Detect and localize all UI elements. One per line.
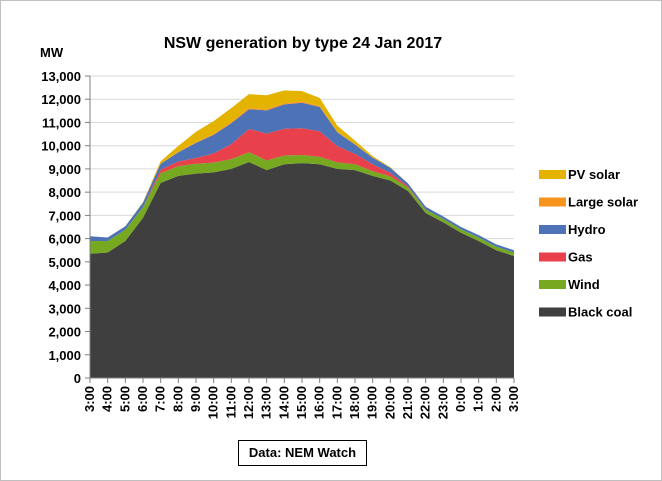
legend-label-hydro: Hydro — [568, 222, 606, 237]
x-tick-label: 19:00 — [365, 386, 380, 419]
x-tick-label: 11:00 — [223, 386, 238, 419]
axes — [85, 75, 515, 383]
x-tick-label: 22:00 — [418, 386, 433, 419]
legend-label-pv-solar: PV solar — [568, 167, 620, 182]
x-tick-label: 5:00 — [117, 386, 132, 412]
x-tick-labels: 3:00 4:00 5:00 6:00 7:00 8:00 9:00 10:00 11:00 12… — [82, 386, 521, 419]
area-gas — [90, 128, 514, 253]
x-tick-label: 3:00 — [506, 386, 521, 412]
y-tick-label: 6,000 — [48, 232, 81, 247]
legend-swatch-wind — [539, 280, 566, 289]
y-tick-label: 7,000 — [48, 208, 81, 223]
y-tick-label: 5,000 — [48, 255, 81, 270]
y-tick-label: 3,000 — [48, 301, 81, 316]
y-tick-label: 12,000 — [41, 92, 81, 107]
x-tick-label: 10:00 — [206, 386, 221, 419]
x-tick-label: 6:00 — [135, 386, 150, 412]
legend-label-large-solar: Large solar — [568, 195, 638, 210]
y-tick-label: 8,000 — [48, 185, 81, 200]
x-tick-label: 0:00 — [453, 386, 468, 412]
y-tick-label: 11,000 — [42, 115, 81, 130]
chart-title: NSW generation by type 24 Jan 2017 — [164, 35, 442, 52]
legend-swatch-large-solar — [539, 197, 566, 207]
x-tick-label: 20:00 — [382, 386, 397, 419]
legend-label-black-coal: Black coal — [568, 305, 632, 320]
x-tick-label: 21:00 — [400, 386, 415, 419]
x-tick-label: 4:00 — [100, 386, 115, 412]
x-tick-label: 15:00 — [294, 386, 309, 419]
x-tick-label: 9:00 — [188, 386, 203, 412]
y-tick-label: 1,000 — [48, 348, 81, 363]
legend-swatch-gas — [539, 252, 566, 262]
x-tick-label: 16:00 — [312, 386, 327, 419]
y-tick-label: 9,000 — [48, 162, 81, 177]
x-tick-label: 18:00 — [347, 386, 362, 419]
y-tick-label: 0 — [74, 371, 81, 386]
y-tick-labels: 0 1,000 2,000 3,000 4,000 5,000 6,000 7,000 8,00… — [41, 69, 81, 386]
y-tick-label: 13,000 — [41, 69, 81, 84]
x-tick-label: 14:00 — [276, 386, 291, 419]
y-axis-unit-label: MW — [40, 45, 64, 60]
x-tick-label: 17:00 — [329, 386, 344, 419]
area-black-coal — [90, 161, 514, 378]
x-tick-label: 7:00 — [153, 386, 168, 412]
x-tick-label: 2:00 — [488, 386, 503, 412]
legend-label-wind: Wind — [568, 277, 600, 292]
stacked-areas — [90, 90, 514, 378]
y-tick-label: 10,000 — [41, 139, 81, 154]
x-tick-label: 23:00 — [435, 386, 450, 419]
y-tick-label: 2,000 — [48, 325, 81, 340]
legend-label-gas: Gas — [568, 250, 593, 265]
x-tick-label: 3:00 — [82, 386, 97, 412]
data-source-note: Data: NEM Watch — [238, 440, 367, 466]
x-tick-label: 1:00 — [471, 386, 486, 412]
x-tick-label: 13:00 — [259, 386, 274, 419]
x-tick-label: 12:00 — [241, 386, 256, 419]
legend-swatch-pv-solar — [539, 170, 566, 179]
legend: PV solar Large solar Hydro Gas Wind Black coa… — [539, 167, 638, 320]
legend-swatch-hydro — [539, 225, 566, 234]
y-tick-label: 4,000 — [48, 278, 81, 293]
legend-swatch-black-coal — [539, 307, 566, 317]
x-tick-label: 8:00 — [170, 386, 185, 412]
